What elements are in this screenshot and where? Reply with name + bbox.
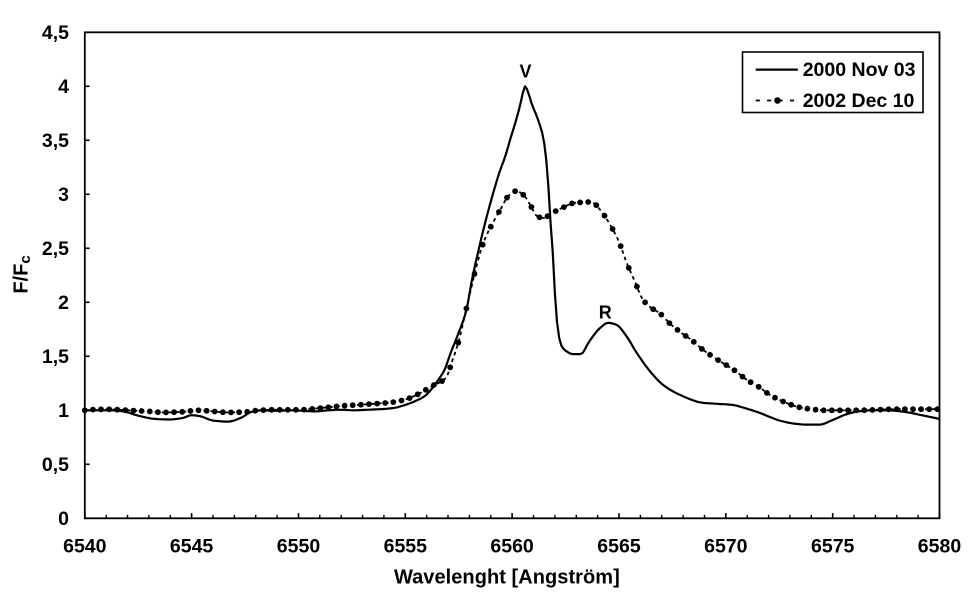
svg-text:3: 3 [58,184,69,206]
svg-text:6545: 6545 [170,536,214,558]
svg-text:4: 4 [58,76,69,98]
svg-text:1: 1 [58,400,69,422]
svg-text:6575: 6575 [811,536,855,558]
svg-text:2002 Dec 10: 2002 Dec 10 [803,90,915,112]
svg-text:3,5: 3,5 [42,130,69,152]
svg-text:6580: 6580 [918,536,962,558]
svg-text:2: 2 [58,292,69,314]
svg-text:F/Fc: F/Fc [11,255,35,293]
svg-text:0,5: 0,5 [42,454,69,476]
svg-text:6560: 6560 [490,536,534,558]
svg-text:4,5: 4,5 [42,22,69,44]
svg-text:1,5: 1,5 [42,346,69,368]
svg-text:2000 Nov 03: 2000 Nov 03 [803,59,916,81]
svg-text:2,5: 2,5 [42,238,69,260]
svg-text:6555: 6555 [384,536,428,558]
svg-text:6550: 6550 [277,536,321,558]
svg-text:R: R [599,303,612,323]
svg-text:V: V [519,62,531,82]
svg-text:0: 0 [58,508,69,530]
svg-text:6540: 6540 [63,536,107,558]
svg-text:6570: 6570 [704,536,748,558]
svg-text:Wavelenght [Angström]: Wavelenght [Angström] [394,567,620,589]
svg-text:6565: 6565 [597,536,641,558]
